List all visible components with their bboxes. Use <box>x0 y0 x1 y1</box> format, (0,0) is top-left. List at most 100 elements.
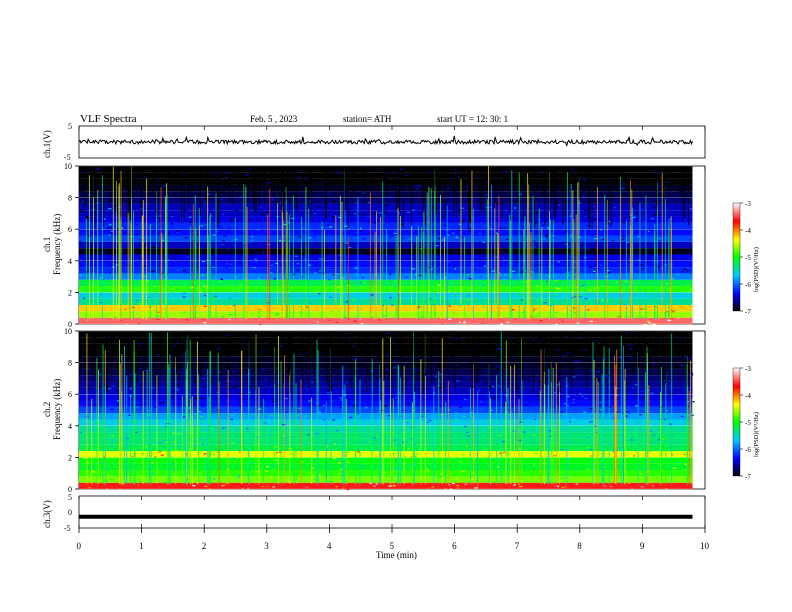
spectrogram-cell <box>534 418 536 420</box>
spectrogram-cell <box>243 383 246 385</box>
spectrogram-cell <box>561 428 565 430</box>
spectrogram-cell <box>290 363 294 366</box>
spectrogram-cell <box>586 366 590 369</box>
spectrogram-cell <box>642 307 645 310</box>
spectrogram-cell <box>110 479 114 481</box>
spectrogram-cell <box>278 240 283 242</box>
ch1-frequency-ylabel: Frequency (kHz) <box>52 214 62 275</box>
spectrogram-cell <box>570 364 575 367</box>
spectrogram-cell <box>121 227 123 229</box>
spectrogram-cell <box>668 335 671 337</box>
spectrogram-cell <box>394 254 397 256</box>
spectrogram-cell <box>107 426 110 428</box>
spectrogram-cell <box>364 407 368 409</box>
spectrogram-cell <box>441 239 445 241</box>
spectrogram-cell <box>496 343 500 345</box>
spectrogram-cell <box>84 459 87 461</box>
spectrogram-cell <box>290 486 293 488</box>
spectrogram-cell <box>151 304 154 306</box>
spectrogram-cell <box>90 439 95 441</box>
spectrogram-cell <box>562 268 565 270</box>
spectrogram-cell <box>485 370 489 372</box>
spectrogram-cell <box>187 475 191 477</box>
spectrogram-cell <box>386 171 390 174</box>
spectrogram-cell <box>429 266 432 269</box>
spectrogram-cell <box>318 271 322 273</box>
spectrogram-cell <box>467 376 470 378</box>
spectrogram-cell <box>547 275 550 278</box>
spectrogram-cell <box>156 359 159 361</box>
spectrogram-cell <box>145 317 148 319</box>
spectrogram-cell <box>516 345 520 347</box>
spectrogram-cell <box>635 451 637 453</box>
spectrogram-cell <box>348 426 352 428</box>
spectrogram-cell <box>650 483 654 485</box>
spectrogram-cell <box>498 274 501 276</box>
spectrogram-cell <box>353 460 355 463</box>
spectrogram-cell <box>462 250 465 252</box>
spectrogram-cell <box>138 303 142 305</box>
spectrogram-cell <box>331 400 334 403</box>
spectrogram-cell <box>124 308 127 311</box>
spectrogram-cell <box>323 404 325 407</box>
spectrogram-cell <box>297 184 300 186</box>
spectrogram-cell <box>635 370 638 373</box>
spectrogram-cell <box>107 282 110 285</box>
spectrogram-cell <box>369 360 372 362</box>
spectrogram-cell <box>663 315 665 318</box>
spectrogram-cell <box>494 422 498 424</box>
spectrogram-cell <box>492 184 496 186</box>
spectrogram-cell <box>493 194 495 196</box>
spectrogram-cell <box>421 306 424 308</box>
ch3-voltage-ylabel: ch.3(V) <box>42 500 52 528</box>
spectrogram-cell <box>367 378 370 381</box>
spectrogram-cell <box>374 213 378 215</box>
spectrogram-cell <box>313 213 316 215</box>
spectrogram-cell <box>680 364 685 366</box>
spectrogram-cell <box>642 220 646 222</box>
spectrogram-cell <box>536 285 539 287</box>
spectrogram-cell <box>567 458 572 460</box>
spectrogram-cell <box>142 177 146 179</box>
spectrogram-cell <box>358 206 360 208</box>
spectrogram-cell <box>295 210 297 212</box>
spectrogram-cell <box>267 315 271 317</box>
spectrogram-cell <box>628 416 631 418</box>
spectrogram-cell <box>350 226 354 228</box>
spectrogram-cell <box>558 250 562 252</box>
spectrogram-cell <box>247 217 250 219</box>
spectrogram-cell <box>163 185 167 187</box>
ch1-colorbar-ticks: -3-4-5-6-7 <box>740 200 751 316</box>
spectrogram-cell <box>623 303 627 306</box>
spectrogram-cell <box>573 295 577 298</box>
spectrogram-cell <box>110 445 113 447</box>
spectrogram-cell <box>633 355 637 357</box>
spectrogram-cell <box>337 282 341 284</box>
spectrogram-cell <box>478 232 482 235</box>
spectrogram-cell <box>271 336 274 338</box>
spectrogram-cell <box>417 185 422 187</box>
spectrogram-band <box>79 413 693 420</box>
spectrogram-cell <box>641 208 645 210</box>
spectrogram-cell <box>135 299 139 301</box>
spectrogram-cell <box>218 280 221 283</box>
spectrogram-cell <box>236 488 240 490</box>
spectrogram-cell <box>327 250 331 253</box>
spectrogram-cell <box>650 461 654 463</box>
spectrogram-cell <box>170 216 174 218</box>
spectrogram-cell <box>158 451 162 453</box>
spectrogram-cell <box>409 304 412 306</box>
spectrogram-cell <box>635 175 639 177</box>
spectrogram-cell <box>336 279 340 281</box>
spectrogram-cell <box>587 350 591 352</box>
spectrogram-cell <box>348 389 352 391</box>
spectrogram-cell <box>623 178 627 180</box>
spectrogram-cell <box>636 252 640 254</box>
spectrogram-cell <box>687 284 689 286</box>
spectrogram-cell <box>454 268 457 271</box>
spectrogram-cell <box>252 445 256 447</box>
spectrogram-cell <box>417 306 421 308</box>
spectrogram-cell <box>501 383 503 385</box>
spectrogram-cell <box>639 289 643 291</box>
spectrogram-band <box>79 331 693 338</box>
